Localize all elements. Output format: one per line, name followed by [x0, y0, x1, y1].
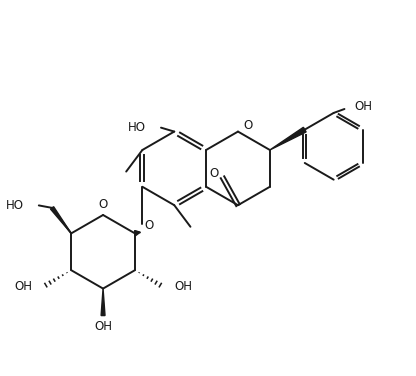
Text: HO: HO [128, 121, 146, 134]
Text: O: O [243, 119, 253, 132]
Polygon shape [134, 231, 140, 236]
Polygon shape [101, 288, 105, 315]
Text: OH: OH [94, 320, 112, 333]
Text: OH: OH [174, 280, 192, 293]
Text: O: O [209, 167, 218, 180]
Text: O: O [144, 218, 154, 232]
Polygon shape [270, 127, 306, 150]
Text: HO: HO [6, 199, 24, 212]
Text: O: O [99, 198, 108, 211]
Text: OH: OH [14, 280, 32, 293]
Polygon shape [50, 207, 71, 233]
Text: OH: OH [355, 100, 373, 112]
